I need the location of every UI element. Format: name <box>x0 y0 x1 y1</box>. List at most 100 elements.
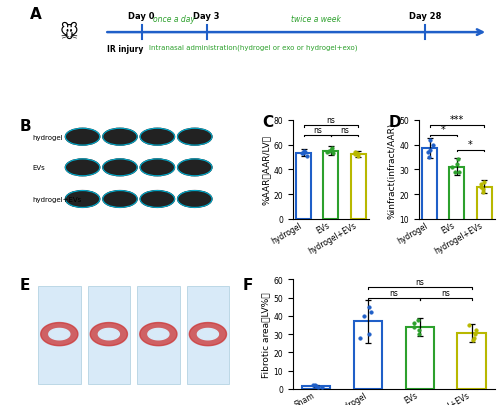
Text: *: * <box>441 125 446 135</box>
Circle shape <box>140 191 174 208</box>
Point <box>414 317 422 323</box>
Point <box>360 313 368 320</box>
FancyBboxPatch shape <box>186 286 229 384</box>
Text: Day 3: Day 3 <box>194 12 220 21</box>
Point <box>464 322 472 328</box>
Text: ns: ns <box>313 126 322 135</box>
Circle shape <box>103 129 137 146</box>
Y-axis label: %infract(infract/AAR): %infract(infract/AAR) <box>388 122 396 218</box>
Text: once a day: once a day <box>153 15 195 23</box>
Point <box>364 331 372 337</box>
Point <box>429 142 437 149</box>
Circle shape <box>140 160 174 176</box>
Bar <box>302 386 330 389</box>
Text: E: E <box>20 277 30 292</box>
Point <box>328 147 336 154</box>
Circle shape <box>66 160 100 176</box>
Text: Day 28: Day 28 <box>409 12 442 21</box>
Text: *: * <box>468 140 473 150</box>
Circle shape <box>178 160 212 176</box>
Polygon shape <box>98 328 119 340</box>
Bar <box>450 167 464 244</box>
Point <box>356 335 364 341</box>
Point <box>367 309 375 316</box>
Bar <box>296 153 312 219</box>
Text: Day 0: Day 0 <box>128 12 155 21</box>
Point <box>325 148 333 155</box>
Text: D: D <box>388 115 401 130</box>
Text: ***: *** <box>450 115 464 125</box>
Text: F: F <box>242 277 252 292</box>
Point <box>470 335 478 341</box>
Point <box>470 331 478 337</box>
Point <box>328 146 336 152</box>
Bar <box>354 322 382 389</box>
Point <box>312 383 320 389</box>
Polygon shape <box>140 323 177 346</box>
Point <box>351 149 359 156</box>
Text: EVs: EVs <box>32 165 45 171</box>
Point <box>353 151 361 157</box>
Point <box>351 152 359 158</box>
Point <box>300 149 308 156</box>
Text: 🐭: 🐭 <box>60 24 79 42</box>
Point <box>310 382 318 388</box>
Point <box>414 327 422 334</box>
Bar <box>324 151 338 219</box>
Text: ns: ns <box>441 288 450 297</box>
Point <box>426 147 434 153</box>
Point <box>318 384 326 390</box>
Bar <box>476 187 492 244</box>
Point <box>472 327 480 334</box>
Bar <box>422 149 437 244</box>
FancyBboxPatch shape <box>38 286 80 384</box>
Bar <box>458 333 486 389</box>
Text: hydrogel+EVs: hydrogel+EVs <box>32 196 82 202</box>
Polygon shape <box>90 323 128 346</box>
Point <box>480 186 488 193</box>
FancyBboxPatch shape <box>137 286 180 384</box>
Text: twice a week: twice a week <box>291 15 341 23</box>
Text: IR injury: IR injury <box>106 45 143 53</box>
Point <box>453 162 461 168</box>
Point <box>454 169 462 176</box>
Circle shape <box>103 191 137 208</box>
Bar <box>406 327 434 389</box>
Point <box>477 181 485 188</box>
Polygon shape <box>190 323 226 346</box>
Point <box>303 153 311 160</box>
Point <box>300 148 308 155</box>
Text: ns: ns <box>390 288 398 297</box>
Bar <box>350 154 366 219</box>
Point <box>480 179 488 185</box>
Point <box>298 151 306 157</box>
Polygon shape <box>40 323 78 346</box>
Point <box>299 150 307 156</box>
FancyBboxPatch shape <box>88 286 130 384</box>
Point <box>425 154 433 161</box>
Point <box>424 149 432 156</box>
Circle shape <box>178 129 212 146</box>
Text: A: A <box>30 7 42 22</box>
Text: hydrogel: hydrogel <box>32 134 62 141</box>
Point <box>415 331 423 337</box>
Text: ns: ns <box>416 277 424 286</box>
Polygon shape <box>198 328 218 340</box>
Circle shape <box>140 129 174 146</box>
Point <box>410 324 418 330</box>
Point <box>469 337 477 343</box>
Point <box>354 151 362 158</box>
Y-axis label: Fibrotic area（LV%）: Fibrotic area（LV%） <box>262 292 270 377</box>
Circle shape <box>66 191 100 208</box>
Point <box>477 184 485 190</box>
Point <box>328 151 336 157</box>
Polygon shape <box>148 328 169 340</box>
Point <box>322 149 330 156</box>
Circle shape <box>103 160 137 176</box>
Point <box>454 157 462 163</box>
Point <box>354 153 362 160</box>
Circle shape <box>178 191 212 208</box>
Point <box>451 169 459 176</box>
Point <box>448 164 456 171</box>
Point <box>314 384 322 390</box>
